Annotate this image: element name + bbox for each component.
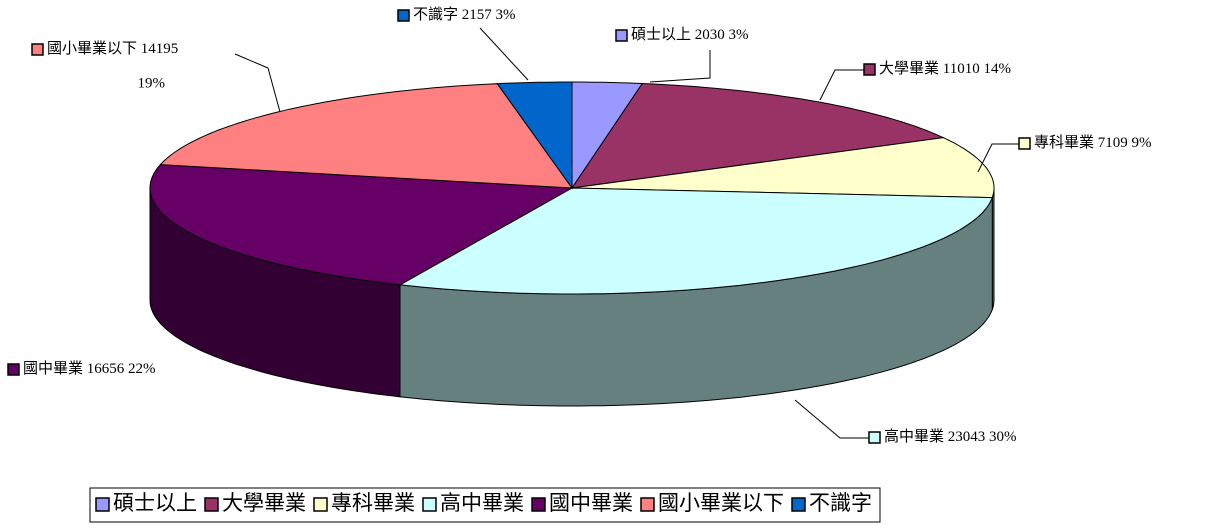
label-value: 7109 [1098, 135, 1128, 151]
legend-label: 不識字 [809, 491, 872, 515]
label-value: 2157 [462, 7, 493, 23]
legend-key [422, 497, 437, 512]
label-name: 高中畢業 [884, 428, 944, 445]
label-key [1018, 137, 1031, 150]
leader-line [649, 50, 711, 83]
data-label: 不識字 2157 3% [413, 6, 516, 23]
slice [570, 82, 945, 189]
legend-label: 國小畢業以下 [658, 491, 784, 515]
label-value: 11010 [943, 61, 980, 77]
legend-label: 碩士以上 [113, 491, 197, 515]
data-label: 碩士以上 2030 3% [631, 26, 749, 43]
legend-label: 專科畢業 [331, 491, 415, 515]
label-name: 國中畢業 [23, 360, 83, 377]
label-value: 2030 [695, 27, 725, 43]
legend-key [313, 497, 328, 512]
slice [398, 187, 994, 295]
label-key [7, 363, 20, 376]
data-label: 國小畢業以下 14195 [47, 40, 178, 57]
legend-key [640, 497, 655, 512]
leader-line [977, 143, 1020, 173]
data-label: 專科畢業 7109 9% [1034, 134, 1152, 151]
legend-label: 高中畢業 [440, 491, 524, 515]
legend-label: 大學畢業 [222, 491, 306, 515]
legend-label: 國中畢業 [549, 491, 633, 515]
label-key [863, 63, 876, 76]
label-percent: 3% [496, 7, 516, 23]
slice [496, 81, 573, 190]
leader-line [794, 399, 870, 439]
legend-key [531, 497, 546, 512]
label-value: 14195 [141, 41, 179, 57]
label-name: 不識字 [413, 6, 458, 23]
data-label: 國中畢業 16656 22% [23, 360, 156, 377]
label-percent: 22% [128, 361, 156, 377]
legend-key [791, 497, 806, 512]
slice [149, 164, 574, 286]
label-key [615, 29, 628, 42]
label-name: 碩士以上 [631, 26, 691, 43]
legend-key [95, 497, 110, 512]
data-label: 大學畢業 11010 14% [879, 59, 1011, 77]
leader-line [234, 53, 281, 113]
label-percent: 30% [989, 429, 1017, 445]
label-key [397, 9, 410, 22]
label-name: 國小畢業以下 [47, 40, 137, 57]
data-label-percent: 19% [138, 75, 166, 91]
legend-box [89, 487, 881, 523]
label-percent: 3% [729, 27, 749, 43]
legend-key [204, 497, 219, 512]
label-name: 大學畢業 [879, 59, 939, 77]
leader-line [479, 27, 529, 81]
label-name: 專科畢業 [1034, 134, 1094, 151]
data-label: 高中畢業 23043 30% [884, 428, 1017, 445]
legend: 碩士以上 大學畢業 專科畢業 高中畢業 國中畢業 國小畢業以下 不識字 [89, 487, 881, 523]
label-key [868, 431, 881, 444]
slice [571, 137, 995, 199]
label-percent: 14% [983, 61, 1011, 77]
label-value: 23043 [948, 429, 986, 445]
label-percent: 9% [1132, 135, 1152, 151]
label-value: 16656 [87, 361, 125, 377]
label-key [31, 43, 44, 56]
leader-line [819, 69, 865, 101]
